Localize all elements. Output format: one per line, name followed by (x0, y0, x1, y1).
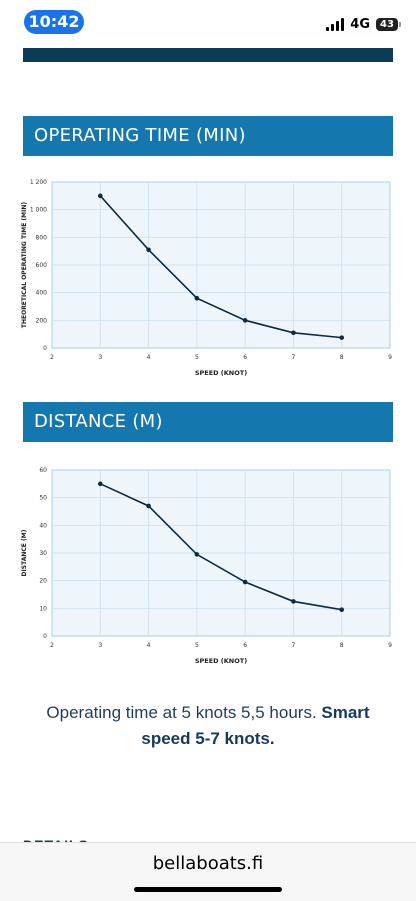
y-tick-label: 1 200 (30, 179, 47, 186)
x-tick-label: 7 (292, 642, 296, 649)
y-tick-label: 200 (36, 317, 48, 324)
operating-time-chart: 2 3 4 5 6 7 8 9 0 200 400 600 800 1 000 1 200 SPEED (KN… (18, 172, 398, 382)
x-tick-label: 3 (98, 642, 102, 649)
x-tick-label: 4 (147, 642, 151, 649)
data-point (146, 503, 151, 509)
y-tick-label: 1 000 (30, 207, 47, 214)
data-point (291, 599, 296, 604)
y-axis-label: DISTANCE (M) (21, 529, 28, 576)
data-point (97, 193, 103, 199)
series-line (99, 195, 342, 339)
y-tick-label: 10 (39, 605, 47, 612)
data-point (97, 481, 103, 487)
operating-time-header: OPERATING TIME (MIN) (23, 116, 393, 156)
x-tick-label: 5 (195, 354, 199, 361)
data-point (242, 318, 248, 323)
data-point (339, 335, 345, 340)
distance-chart: 2 3 4 5 6 7 8 9 0 10 20 30 40 50 60 SPEED (KNOT) DISTANC… (18, 460, 398, 670)
x-tick-label: 3 (98, 354, 102, 361)
data-point (194, 552, 200, 557)
data-point (339, 607, 345, 613)
y-tick-label: 30 (39, 550, 47, 557)
y-tick-label: 800 (36, 234, 48, 241)
y-tick-label: 20 (39, 578, 47, 585)
x-tick-label: 8 (340, 354, 344, 361)
chart-svg: 2 3 4 5 6 7 8 9 0 10 20 30 40 50 60 SPEED (KNOT) DISTANC… (21, 467, 392, 665)
x-tick-label: 6 (243, 354, 247, 361)
details-heading: DETAILS (23, 836, 89, 844)
data-point (146, 247, 151, 253)
series-line (99, 483, 342, 611)
chart-svg: 2 3 4 5 6 7 8 9 0 200 400 600 800 1 000 1 200 SPEED (KN… (21, 179, 392, 377)
home-indicator[interactable] (134, 887, 282, 892)
x-tick-label: 4 (147, 354, 151, 361)
y-tick-label: 0 (43, 345, 47, 352)
distance-header: DISTANCE (M) (23, 402, 393, 442)
network-type: 4G (350, 16, 370, 32)
x-tick-label: 2 (50, 642, 54, 649)
y-tick-label: 400 (36, 290, 48, 297)
battery-icon: 43 (376, 17, 401, 31)
data-point (194, 295, 200, 301)
signal-icon (326, 17, 345, 31)
y-tick-label: 0 (43, 633, 47, 640)
status-time: 10:42 (24, 10, 84, 34)
x-tick-label: 8 (340, 642, 344, 649)
y-tick-label: 50 (39, 495, 47, 502)
browser-bottom-bar[interactable]: bellaboats.fi (0, 842, 416, 901)
y-axis-label: THEORETICAL OPERATING TIME (MIN) (21, 202, 28, 329)
status-bar: 10:42 4G 43 (0, 0, 416, 44)
status-icons: 4G 43 (326, 14, 401, 34)
summary-normal: Operating time at 5 knots 5,5 hours. (46, 703, 322, 722)
x-axis-label: SPEED (KNOT) (195, 657, 247, 665)
x-tick-label: 9 (388, 354, 392, 361)
x-axis-label: SPEED (KNOT) (195, 369, 247, 377)
address-bar-url[interactable]: bellaboats.fi (152, 853, 264, 874)
x-tick-label: 2 (50, 354, 54, 361)
summary-bold: Smart speed 5-7 knots. (141, 703, 370, 748)
summary-text: Operating time at 5 knots 5,5 hours. Sma… (24, 700, 392, 752)
data-point (242, 579, 248, 585)
x-tick-label: 5 (195, 642, 199, 649)
y-tick-label: 600 (36, 262, 48, 269)
x-tick-label: 9 (388, 642, 392, 649)
data-point (291, 330, 296, 336)
y-tick-label: 60 (39, 467, 47, 474)
x-tick-label: 6 (243, 642, 247, 649)
top-banner-strip (23, 48, 393, 62)
x-tick-label: 7 (292, 354, 296, 361)
y-tick-label: 40 (39, 522, 47, 529)
